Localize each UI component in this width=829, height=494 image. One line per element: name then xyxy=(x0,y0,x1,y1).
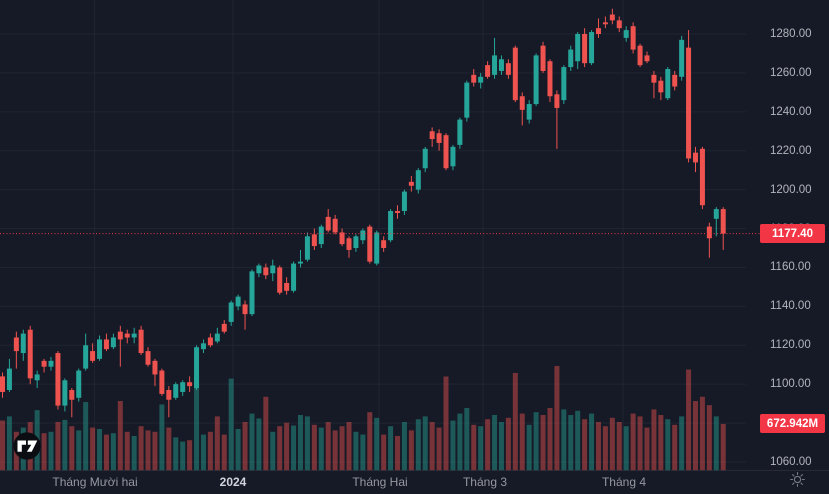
last-price-value: 1177.40 xyxy=(772,227,813,240)
time-axis-label: Tháng Mười hai xyxy=(52,475,138,489)
time-axis-label: 2024 xyxy=(219,475,247,489)
price-axis[interactable]: 1177.40 672.942M 1280.00 1260.00 1240.00 12… xyxy=(746,0,829,471)
price-axis-label: 1240.00 xyxy=(770,105,812,118)
price-axis-label: 1120.00 xyxy=(770,339,811,352)
price-axis-label: 1100.00 xyxy=(770,378,811,391)
time-axis[interactable]: Tháng Mười hai 2024 Tháng Hai Tháng 3 Tháng … xyxy=(0,470,829,494)
price-axis-label: 1060.00 xyxy=(770,456,812,468)
last-volume-label: 672.942M xyxy=(760,414,825,434)
last-volume-value: 672.942M xyxy=(766,417,819,430)
tradingview-logo[interactable] xyxy=(13,432,41,460)
price-axis-label: 1220.00 xyxy=(770,144,812,157)
sun-icon[interactable] xyxy=(789,471,806,488)
last-price-label: 1177.40 xyxy=(760,224,825,244)
time-axis-label: Tháng 3 xyxy=(462,475,508,489)
price-axis-label: 1160.00 xyxy=(770,261,811,274)
price-axis-label: 1260.00 xyxy=(770,66,812,79)
price-axis-label: 1140.00 xyxy=(770,300,811,313)
price-axis-label: 1200.00 xyxy=(770,183,812,196)
time-axis-label: Tháng 4 xyxy=(601,475,647,489)
price-axis-label: 1280.00 xyxy=(770,28,812,40)
time-axis-label: Tháng Hai xyxy=(352,475,408,489)
